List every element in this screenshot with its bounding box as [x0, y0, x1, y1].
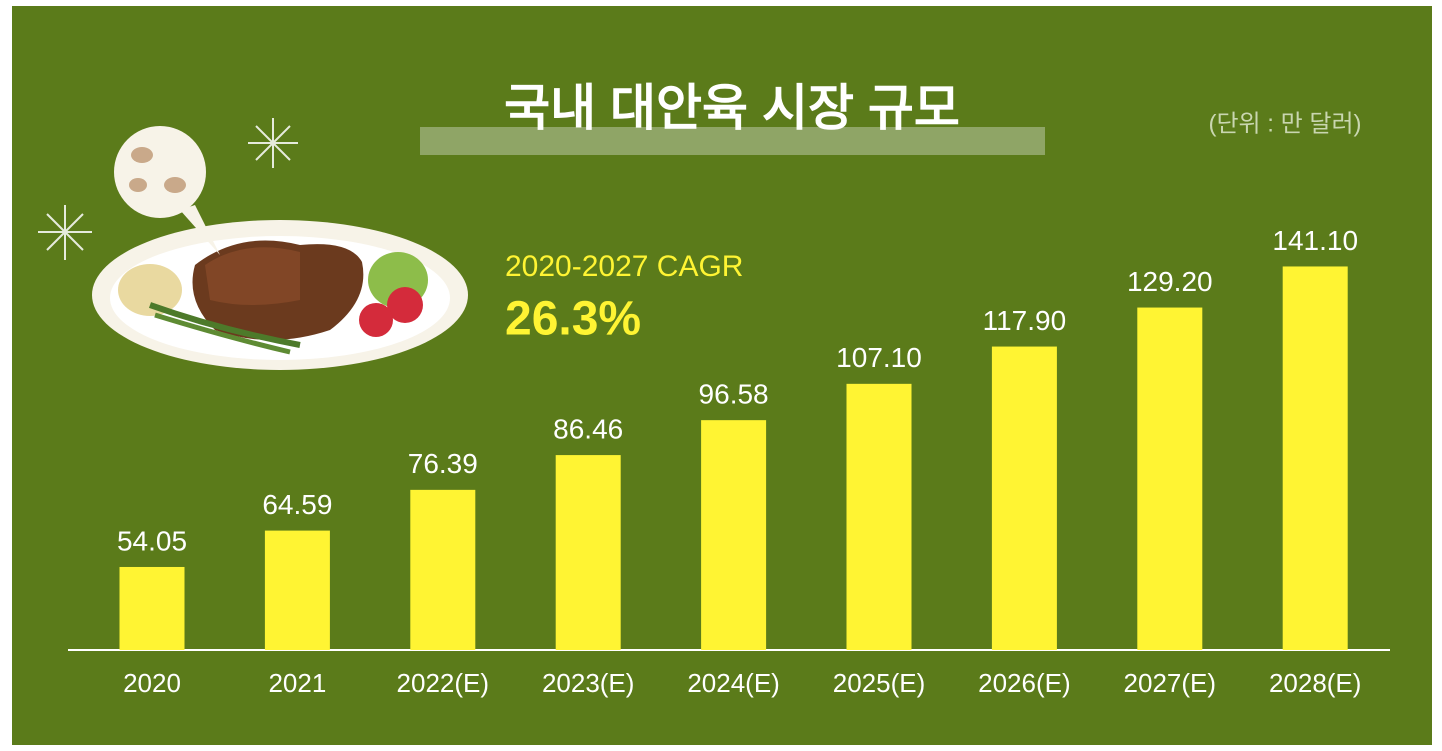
- value-label: 54.05: [117, 525, 187, 556]
- bar: [1137, 307, 1203, 650]
- illustration: [38, 118, 468, 370]
- bar: [410, 489, 476, 650]
- value-label: 76.39: [408, 448, 478, 479]
- value-label: 64.59: [262, 489, 332, 520]
- bar: [846, 383, 912, 650]
- x-tick-label: 2023(E): [542, 668, 635, 698]
- bar: [264, 530, 330, 650]
- unit-label: (단위 : 만 달러): [1208, 110, 1361, 137]
- value-label: 141.10: [1272, 225, 1358, 256]
- x-tick-label: 2022(E): [397, 668, 490, 698]
- value-label: 129.20: [1127, 266, 1213, 297]
- cagr-value: 26.3%: [505, 293, 641, 346]
- value-label: 86.46: [553, 413, 623, 444]
- bar: [1282, 266, 1348, 650]
- bar: [555, 455, 621, 650]
- bar: [991, 346, 1057, 650]
- x-tick-label: 2027(E): [1124, 668, 1217, 698]
- chart-title: 국내 대안육 시장 규모: [504, 80, 960, 136]
- x-tick-label: 2028(E): [1269, 668, 1362, 698]
- title-highlight: [420, 127, 1045, 155]
- x-tick-label: 2024(E): [687, 668, 780, 698]
- value-label: 96.58: [699, 379, 769, 410]
- x-tick-label: 2025(E): [833, 668, 926, 698]
- bar: [701, 420, 767, 650]
- x-tick-label: 2020: [123, 668, 181, 698]
- x-tick-label: 2026(E): [978, 668, 1071, 698]
- value-label: 117.90: [983, 305, 1067, 336]
- value-label: 107.10: [836, 342, 922, 373]
- cagr-label: 2020-2027 CAGR: [505, 250, 743, 283]
- bar: [119, 566, 185, 650]
- x-tick-label: 2021: [268, 668, 326, 698]
